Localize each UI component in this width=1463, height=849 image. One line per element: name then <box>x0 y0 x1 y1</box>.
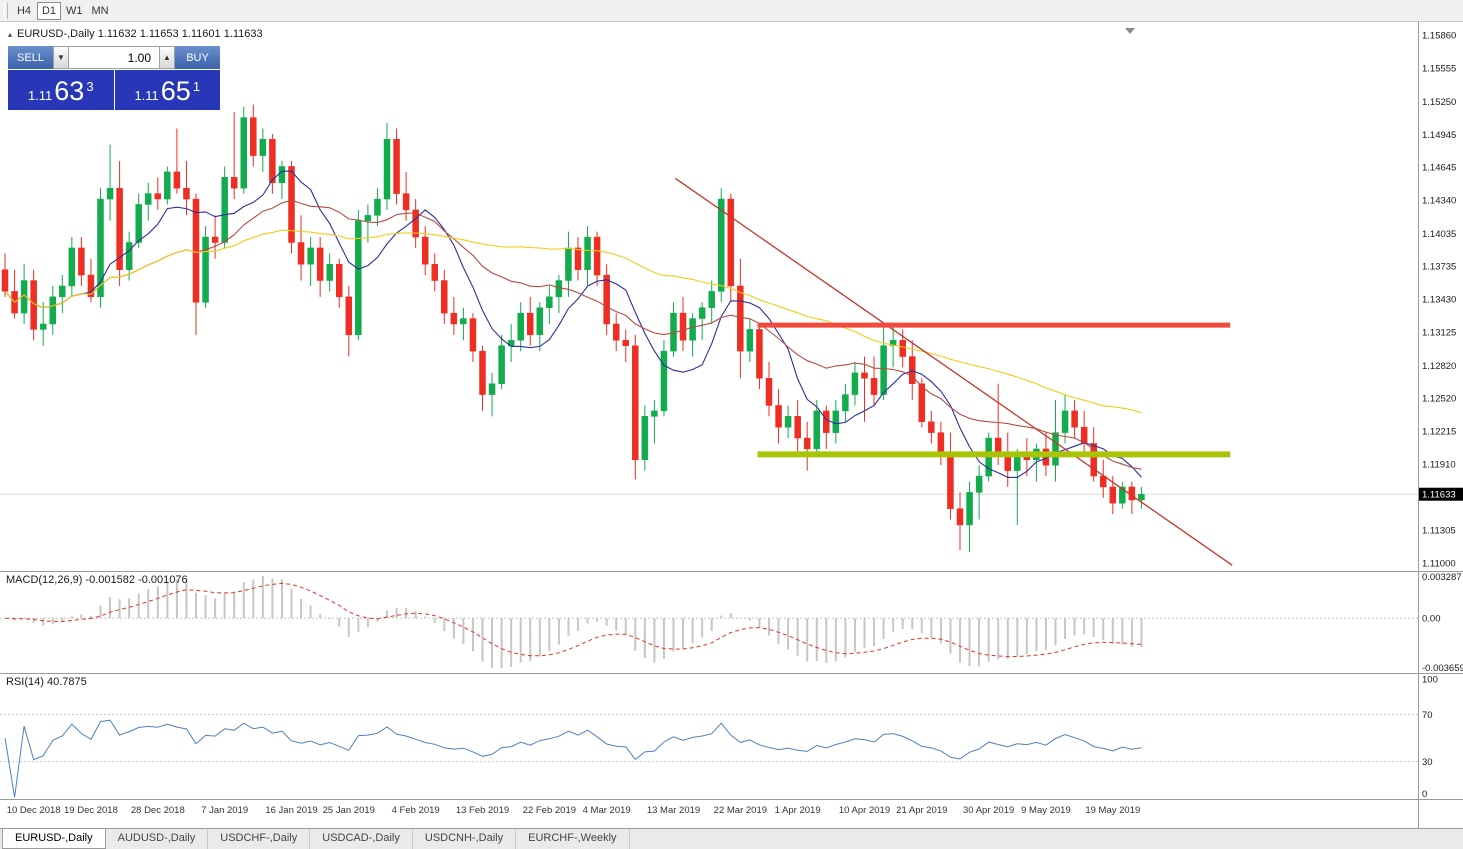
volume-increase-button[interactable]: ▲ <box>159 46 175 69</box>
svg-text:1.11000: 1.11000 <box>1422 558 1456 569</box>
macd-axis-bottom: -0.003659 <box>1422 663 1463 674</box>
date-label: 4 Mar 2019 <box>583 805 631 816</box>
timeframe-button-mn[interactable]: MN <box>91 4 109 17</box>
date-label: 19 May 2019 <box>1085 805 1140 816</box>
date-label: 28 Dec 2018 <box>131 805 185 816</box>
timeframe-button-d1[interactable]: D1 <box>37 1 61 20</box>
svg-text:1.11633: 1.11633 <box>1422 490 1456 501</box>
date-label: 19 Dec 2018 <box>64 805 118 816</box>
date-label: 13 Mar 2019 <box>647 805 700 816</box>
volume-input[interactable]: 1.00 <box>69 46 159 69</box>
chart-tab-eurchf-weekly[interactable]: EURCHF-,Weekly <box>516 829 630 849</box>
chevron-down-icon: ▼ <box>57 53 65 62</box>
sell-button[interactable]: SELL <box>8 46 53 69</box>
chart-tab-audusd-daily[interactable]: AUDUSD-,Daily <box>106 829 209 849</box>
buy-price-display[interactable]: 1.11 65 1 <box>114 70 220 110</box>
rsi-axis-label: 100 <box>1422 675 1438 686</box>
chart-tab-usdchf-daily[interactable]: USDCHF-,Daily <box>208 829 311 849</box>
svg-text:1.13430: 1.13430 <box>1422 294 1456 305</box>
price-chart-canvas[interactable]: 1.15860 1.15555 1.15250 1.14945 1.14645 1.143… <box>0 22 1463 828</box>
buy-price-pips: 65 <box>160 76 191 106</box>
chart-scroll-marker-icon[interactable] <box>1125 28 1135 34</box>
chart-tab-usdcad-daily[interactable]: USDCAD-,Daily <box>310 829 413 849</box>
macd-signal-line <box>4 582 1142 658</box>
timeframe-toolbar: H4 D1 W1 MN <box>0 0 1463 22</box>
chevron-up-icon: ▲ <box>163 53 171 62</box>
volume-decrease-button[interactable]: ▼ <box>53 46 69 69</box>
macd-axis-top: 0.003287 <box>1422 572 1462 583</box>
date-axis[interactable]: 10 Dec 2018 19 Dec 2018 28 Dec 2018 7 Jan 2… <box>7 805 1141 816</box>
svg-text:1.14340: 1.14340 <box>1422 196 1456 207</box>
buy-price-point: 1 <box>192 79 201 94</box>
date-label: 25 Jan 2019 <box>323 805 375 816</box>
chart-title: EURUSD-,Daily 1.11632 1.11653 1.11601 1.… <box>17 28 263 40</box>
rsi-line <box>4 719 1142 798</box>
ma-21-line[interactable] <box>4 199 1142 470</box>
date-label: 21 Apr 2019 <box>896 805 947 816</box>
toolbar-grip[interactable] <box>4 2 8 19</box>
price-axis[interactable]: 1.15860 1.15555 1.15250 1.14945 1.14645 1.143… <box>1419 31 1463 570</box>
date-label: 16 Jan 2019 <box>265 805 317 816</box>
rsi-axis-label: 30 <box>1422 757 1433 768</box>
rsi-axis-label: 0 <box>1422 789 1427 800</box>
svg-text:1.13125: 1.13125 <box>1422 328 1456 339</box>
svg-text:1.12215: 1.12215 <box>1422 426 1456 437</box>
ma-8-line[interactable] <box>4 170 1142 478</box>
chart-header: ▴ EURUSD-,Daily 1.11632 1.11653 1.11601 … <box>8 28 263 40</box>
rsi-axis-label: 70 <box>1422 710 1433 721</box>
timeframe-button-h4[interactable]: H4 <box>16 4 32 17</box>
svg-text:1.12520: 1.12520 <box>1422 393 1456 404</box>
date-label: 10 Apr 2019 <box>839 805 890 816</box>
ma-50-line[interactable] <box>4 229 1142 414</box>
svg-text:1.12820: 1.12820 <box>1422 361 1456 372</box>
buy-button[interactable]: BUY <box>175 46 220 69</box>
buy-price-base: 1.11 <box>134 88 159 103</box>
date-label: 1 Apr 2019 <box>775 805 821 816</box>
chart-tabs: EURUSD-,Daily AUDUSD-,Daily USDCHF-,Daily U… <box>0 828 1463 849</box>
sell-price-display[interactable]: 1.11 63 3 <box>8 70 114 110</box>
date-label: 4 Feb 2019 <box>392 805 440 816</box>
one-click-trading-panel: SELL ▼ 1.00 ▲ BUY 1.11 63 3 1.11 65 1 <box>8 46 220 110</box>
svg-text:1.11305: 1.11305 <box>1422 525 1456 536</box>
date-label: 10 Dec 2018 <box>7 805 61 816</box>
date-label: 22 Feb 2019 <box>523 805 576 816</box>
current-price-badge <box>1419 487 1463 501</box>
svg-text:1.15250: 1.15250 <box>1422 97 1456 108</box>
candlesticks <box>1 104 1145 553</box>
date-label: 7 Jan 2019 <box>201 805 248 816</box>
svg-text:1.14035: 1.14035 <box>1422 229 1456 240</box>
date-label: 9 May 2019 <box>1021 805 1071 816</box>
macd-axis-zero: 0.00 <box>1422 614 1441 625</box>
descending-trendline[interactable] <box>675 177 1233 566</box>
svg-text:1.11910: 1.11910 <box>1422 460 1456 471</box>
svg-text:1.15860: 1.15860 <box>1422 31 1456 42</box>
date-label: 13 Feb 2019 <box>456 805 509 816</box>
sell-price-point: 3 <box>86 79 94 94</box>
date-label: 22 Mar 2019 <box>714 805 767 816</box>
svg-text:1.14645: 1.14645 <box>1422 162 1456 173</box>
svg-text:1.14945: 1.14945 <box>1422 130 1456 141</box>
macd-histogram <box>13 576 1143 668</box>
rsi-label: RSI(14) 40.7875 <box>6 676 87 688</box>
date-label: 30 Apr 2019 <box>963 805 1014 816</box>
chart-workspace[interactable]: 1.15860 1.15555 1.15250 1.14945 1.14645 1.143… <box>0 22 1463 828</box>
sell-price-base: 1.11 <box>27 88 53 103</box>
svg-text:1.13735: 1.13735 <box>1422 261 1456 272</box>
chart-tab-usdcnh-daily[interactable]: USDCNH-,Daily <box>413 829 517 849</box>
macd-label: MACD(12,26,9) -0.001582 -0.001076 <box>6 574 188 586</box>
collapse-icon[interactable]: ▴ <box>8 29 13 39</box>
svg-text:1.15555: 1.15555 <box>1422 64 1456 75</box>
chart-tab-eurusd-daily[interactable]: EURUSD-,Daily <box>2 829 106 849</box>
timeframe-button-w1[interactable]: W1 <box>66 4 83 17</box>
sell-price-pips: 63 <box>54 76 85 106</box>
